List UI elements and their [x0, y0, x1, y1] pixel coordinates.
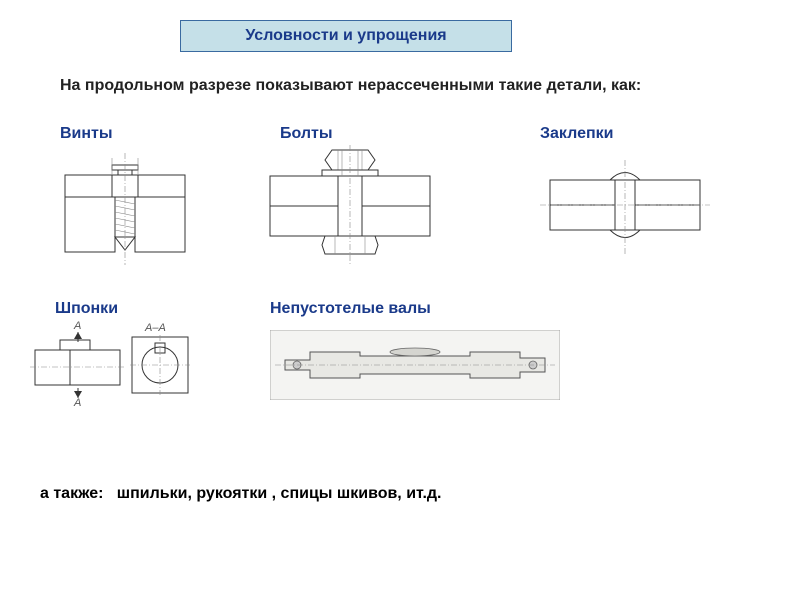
title-banner: Условности и упрощения — [180, 20, 512, 52]
section-mark: А–А — [145, 322, 166, 334]
label-rivets: Заклепки — [540, 125, 613, 143]
title-text: Условности и упрощения — [245, 27, 446, 45]
drawing-key-side — [30, 330, 125, 400]
drawing-rivet — [540, 160, 710, 270]
label-screws: Винты — [60, 125, 113, 143]
drawing-key-section — [130, 335, 190, 395]
drawing-shaft — [270, 330, 560, 400]
label-shafts: Непустотелые валы — [270, 300, 431, 318]
also-line: а также: шпильки, рукоятки , спицы шкиво… — [40, 485, 442, 503]
label-bolts: Болты — [280, 125, 333, 143]
also-prefix: а также: — [40, 485, 103, 502]
drawing-bolt — [260, 145, 440, 285]
drawing-screw — [50, 150, 200, 280]
intro-text: На продольном разрезе показывают нерассе… — [60, 75, 710, 97]
also-list: шпильки, рукоятки , спицы шкивов, ит.д. — [117, 485, 442, 502]
label-keys: Шпонки — [55, 300, 118, 318]
